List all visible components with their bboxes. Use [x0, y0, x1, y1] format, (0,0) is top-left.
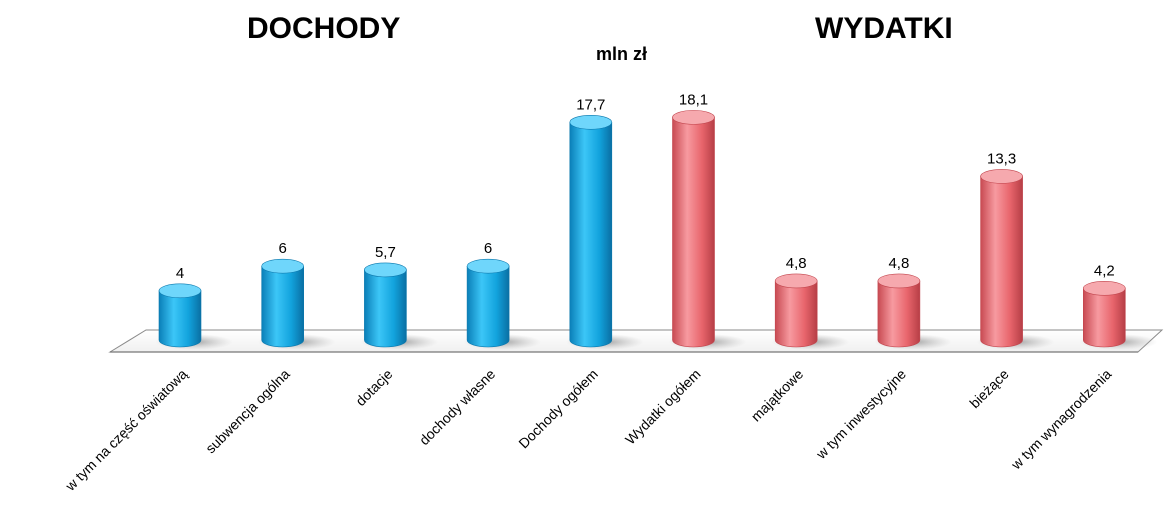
category-label-2: dotacje — [352, 366, 395, 409]
bar-top — [980, 169, 1023, 184]
bar-2 — [360, 262, 439, 350]
value-label-2: 5,7 — [375, 244, 396, 261]
bar-top — [261, 258, 305, 274]
value-label-7: 4,8 — [888, 255, 909, 272]
bar-1 — [257, 258, 336, 350]
bar-top — [466, 258, 510, 274]
value-label-0: 4 — [176, 265, 184, 282]
category-label-1: subwencja ogólna — [202, 366, 293, 457]
bar-top — [672, 110, 715, 125]
category-label-7: w tym inwestycyjne — [812, 366, 909, 463]
bar-top — [364, 262, 407, 278]
bar-4 — [565, 114, 644, 350]
category-label-6: majątkowe — [748, 366, 807, 425]
bar-body — [569, 121, 613, 348]
bar-body — [672, 117, 715, 348]
bar-5 — [668, 110, 747, 350]
category-label-3: dochody własne — [416, 366, 498, 448]
bar-8 — [976, 169, 1055, 350]
bar-body — [158, 290, 202, 348]
value-label-4: 17,7 — [576, 96, 605, 113]
title-wydatki: WYDATKI — [815, 12, 953, 45]
bar-top — [158, 283, 202, 299]
bar-body — [364, 269, 407, 348]
value-label-1: 6 — [279, 240, 287, 257]
category-label-9: w tym wynagrodzenia — [1007, 366, 1114, 473]
bar-body — [466, 265, 510, 348]
bar-3 — [463, 258, 542, 350]
category-label-8: bieżące — [966, 366, 1012, 412]
bar-top — [1083, 281, 1126, 296]
bar-body — [261, 265, 304, 348]
title-dochody: DOCHODY — [247, 12, 401, 45]
bar-top — [569, 114, 613, 130]
bar-body — [877, 280, 921, 348]
value-label-9: 4,2 — [1094, 262, 1115, 279]
value-label-3: 6 — [484, 240, 492, 257]
bar-9 — [1079, 281, 1158, 350]
category-label-0: w tym na część oświatową — [61, 366, 190, 495]
bar-top — [877, 273, 921, 289]
unit-label: mln zł — [596, 44, 648, 64]
bar-body — [980, 176, 1023, 348]
bar-top — [774, 273, 818, 289]
bar-0 — [155, 283, 233, 350]
category-label-5: Wydatki ogółem — [622, 366, 704, 448]
bar-body — [774, 280, 818, 348]
bar-7 — [873, 273, 952, 350]
bar-body — [1083, 288, 1126, 348]
value-label-6: 4,8 — [786, 255, 807, 272]
category-label-4: Dochody ogółem — [515, 366, 601, 452]
value-label-5: 18,1 — [679, 91, 708, 108]
value-label-8: 13,3 — [987, 150, 1016, 167]
bar-6 — [771, 273, 850, 350]
